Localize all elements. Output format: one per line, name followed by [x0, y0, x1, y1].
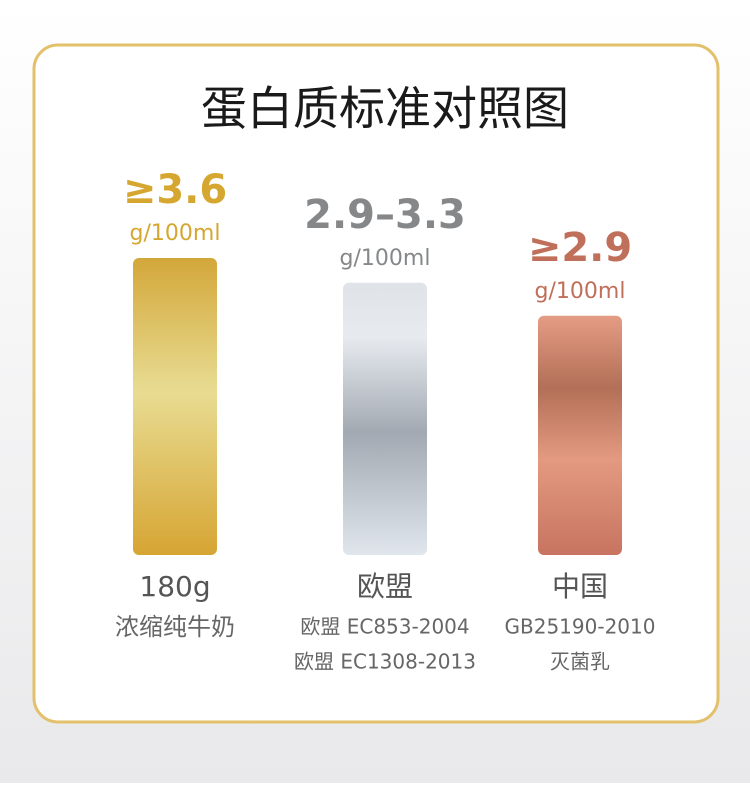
unit-label: g/100ml: [535, 279, 626, 304]
chart-title: 蛋白质标准对照图: [201, 82, 569, 136]
value-label: ≥2.9: [528, 225, 632, 271]
category-description: 灭菌乳: [550, 650, 610, 674]
value-label: ≥3.6: [123, 167, 227, 213]
unit-label: g/100ml: [340, 246, 431, 271]
category-description: 欧盟 EC853-2004: [300, 615, 469, 639]
bar: [343, 282, 427, 555]
category-label: 欧盟: [357, 570, 413, 603]
bar: [538, 315, 622, 555]
category-description: 浓缩纯牛奶: [115, 613, 235, 641]
category-description: 欧盟 EC1308-2013: [294, 650, 476, 674]
bar: [133, 258, 217, 555]
category-description: GB25190-2010: [505, 615, 656, 639]
category-label: 180g: [139, 570, 210, 603]
value-label: 2.9–3.3: [304, 192, 466, 238]
unit-label: g/100ml: [130, 221, 221, 246]
category-label: 中国: [552, 570, 608, 603]
